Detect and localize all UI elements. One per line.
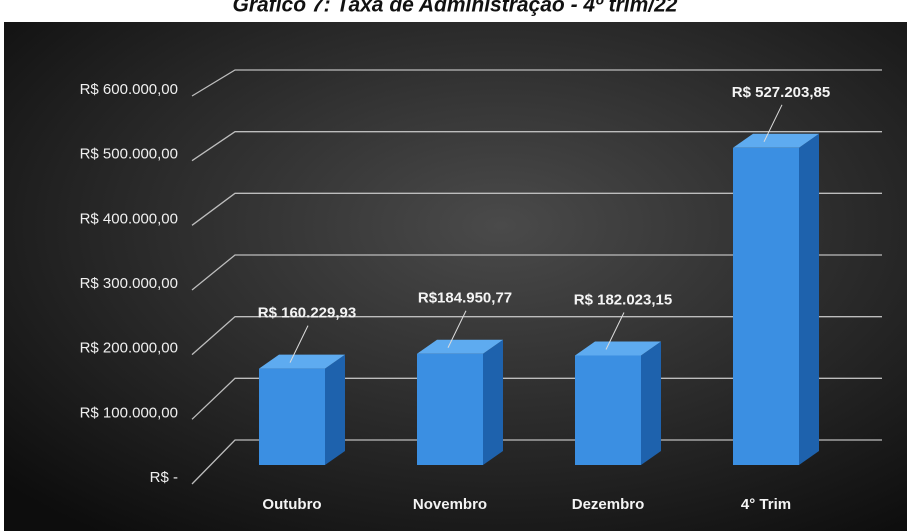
- y-tick-label: R$ 300.000,00: [80, 275, 178, 292]
- bar: [417, 353, 483, 465]
- x-tick-label: Novembro: [413, 496, 487, 513]
- chart-title: Gráfico 7: Taxa de Administração - 4º tr…: [233, 0, 678, 17]
- x-tick-label: 4° Trim: [741, 496, 791, 513]
- leader-line: [605, 312, 625, 350]
- y-tick-label: R$ 600.000,00: [80, 81, 178, 98]
- bar-top: [417, 339, 503, 354]
- y-tick-label: R$ 100.000,00: [80, 404, 178, 421]
- bar-side: [641, 341, 661, 465]
- grid-line: [191, 439, 882, 485]
- grid-line: [191, 316, 882, 356]
- value-label: R$ 527.203,85: [732, 84, 830, 101]
- value-label: R$ 182.023,15: [574, 291, 672, 308]
- bar-top: [259, 354, 345, 369]
- bar-side: [325, 354, 345, 465]
- bar-top: [575, 341, 661, 356]
- bar: [259, 368, 325, 465]
- value-label: R$184.950,77: [418, 290, 512, 307]
- grid-line: [191, 69, 882, 97]
- grid-line: [191, 377, 882, 420]
- value-label: R$ 160.229,93: [258, 305, 356, 322]
- bar: [575, 355, 641, 465]
- leader-line: [447, 310, 467, 348]
- grid-line: [191, 131, 882, 162]
- y-tick-label: R$ -: [150, 469, 178, 486]
- y-tick-label: R$ 200.000,00: [80, 340, 178, 357]
- bar: [733, 147, 799, 465]
- y-tick-label: R$ 400.000,00: [80, 210, 178, 227]
- grid-line: [191, 192, 882, 226]
- bar-side: [483, 339, 503, 465]
- bar-top: [733, 133, 819, 148]
- leader-line: [763, 104, 783, 143]
- grid-line: [191, 254, 882, 291]
- leader-line: [289, 325, 309, 363]
- bar-side: [799, 133, 819, 465]
- x-tick-label: Outubro: [262, 496, 321, 513]
- y-tick-label: R$ 500.000,00: [80, 146, 178, 163]
- x-tick-label: Dezembro: [572, 496, 645, 513]
